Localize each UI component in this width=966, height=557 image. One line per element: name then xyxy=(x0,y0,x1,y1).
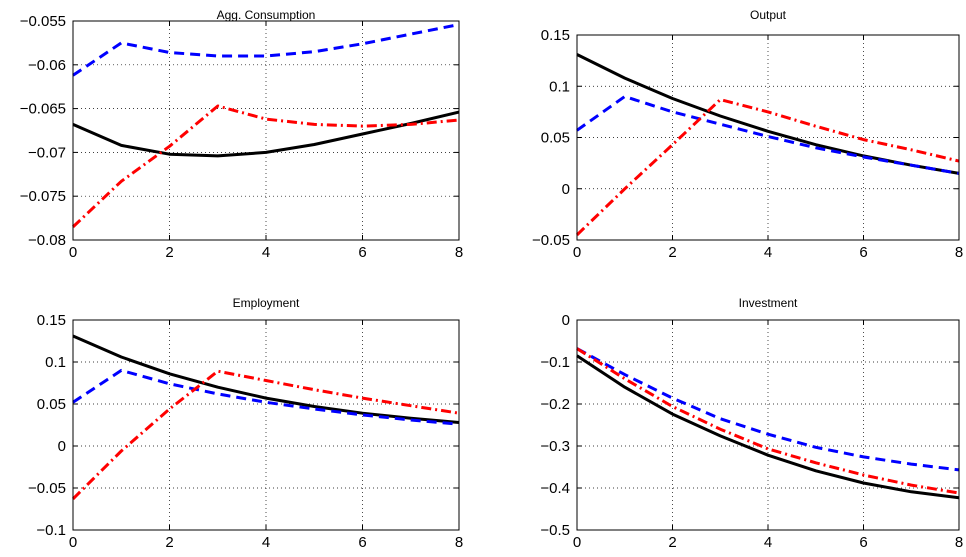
x-tick-label: 8 xyxy=(455,244,463,261)
y-tick-label: −0.3 xyxy=(540,438,570,455)
x-tick-label: 0 xyxy=(69,244,77,261)
y-tick-label: 0.1 xyxy=(549,78,570,95)
series-line-3 xyxy=(576,347,960,495)
y-tick-label: 0 xyxy=(562,181,570,198)
y-tick-label: −0.2 xyxy=(540,396,570,413)
x-tick-label: 6 xyxy=(859,244,867,261)
subplot-3: 0 2 4 6 8 −0.1 −0.05 0 0.05 0.1 0.15 Employment xyxy=(28,296,463,551)
y-tick-label: −0.07 xyxy=(28,144,66,161)
subplot-4: 0 2 4 6 8 −0.5 −0.4 −0.3 −0.2 −0.1 0 Investment xyxy=(540,296,963,551)
y-tick-label: 0 xyxy=(562,312,570,329)
y-tick-label: −0.055 xyxy=(20,13,66,30)
x-tick-label: 0 xyxy=(69,534,77,551)
y-tick-label: −0.06 xyxy=(28,57,66,74)
series-line-3 xyxy=(71,369,460,500)
y-tick-label: 0.15 xyxy=(541,27,570,44)
x-tick-label: 6 xyxy=(358,534,366,551)
x-tick-label: 8 xyxy=(955,244,963,261)
x-tick-label: 4 xyxy=(764,534,772,551)
series-line-3 xyxy=(71,104,460,228)
y-tick-label: 0.1 xyxy=(45,354,66,371)
series-line-2 xyxy=(576,347,960,472)
x-tick-label: 0 xyxy=(573,244,581,261)
x-tick-label: 6 xyxy=(859,534,867,551)
y-tick-label: 0.05 xyxy=(541,130,570,147)
subplot-title: Agg. Consumption xyxy=(217,8,316,22)
y-tick-label: 0.15 xyxy=(37,312,66,329)
series-line-3 xyxy=(575,98,960,236)
y-tick-label: −0.5 xyxy=(540,522,570,539)
x-tick-label: 0 xyxy=(573,534,581,551)
y-tick-label: −0.065 xyxy=(20,101,66,118)
y-tick-label: −0.1 xyxy=(36,522,66,539)
subplot-1: 0 2 4 6 8 −0.08 −0.075 −0.07 −0.065 −0.06 −0.055 Ag… xyxy=(20,8,463,261)
series-line-2 xyxy=(576,95,960,175)
subplot-title: Output xyxy=(750,8,787,22)
x-tick-label: 4 xyxy=(262,244,270,261)
x-tick-label: 8 xyxy=(955,534,963,551)
x-tick-label: 8 xyxy=(455,534,463,551)
y-tick-label: −0.05 xyxy=(532,232,570,249)
x-tick-label: 4 xyxy=(262,534,270,551)
y-tick-label: 0 xyxy=(58,438,66,455)
subplot-title: Employment xyxy=(233,296,300,310)
series-line-1 xyxy=(576,354,960,500)
y-tick-label: −0.08 xyxy=(28,232,66,249)
series-line-1 xyxy=(72,110,460,158)
y-tick-label: 0.05 xyxy=(37,396,66,413)
x-tick-label: 2 xyxy=(165,244,173,261)
x-tick-label: 2 xyxy=(668,244,676,261)
x-tick-label: 2 xyxy=(668,534,676,551)
x-tick-label: 2 xyxy=(165,534,173,551)
y-tick-label: −0.05 xyxy=(28,480,66,497)
x-tick-label: 6 xyxy=(358,244,366,261)
x-tick-label: 4 xyxy=(764,244,772,261)
y-tick-label: −0.4 xyxy=(540,480,570,497)
subplot-title: Investment xyxy=(739,296,798,310)
y-tick-label: −0.1 xyxy=(540,354,570,371)
series-line-1 xyxy=(72,334,460,424)
y-tick-label: −0.075 xyxy=(20,188,66,205)
